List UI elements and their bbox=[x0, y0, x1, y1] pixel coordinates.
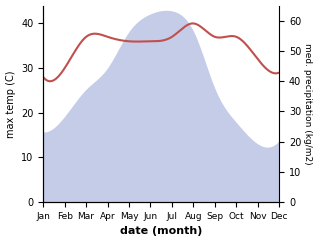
Y-axis label: med. precipitation (kg/m2): med. precipitation (kg/m2) bbox=[303, 43, 313, 165]
X-axis label: date (month): date (month) bbox=[120, 227, 203, 236]
Y-axis label: max temp (C): max temp (C) bbox=[5, 70, 16, 138]
